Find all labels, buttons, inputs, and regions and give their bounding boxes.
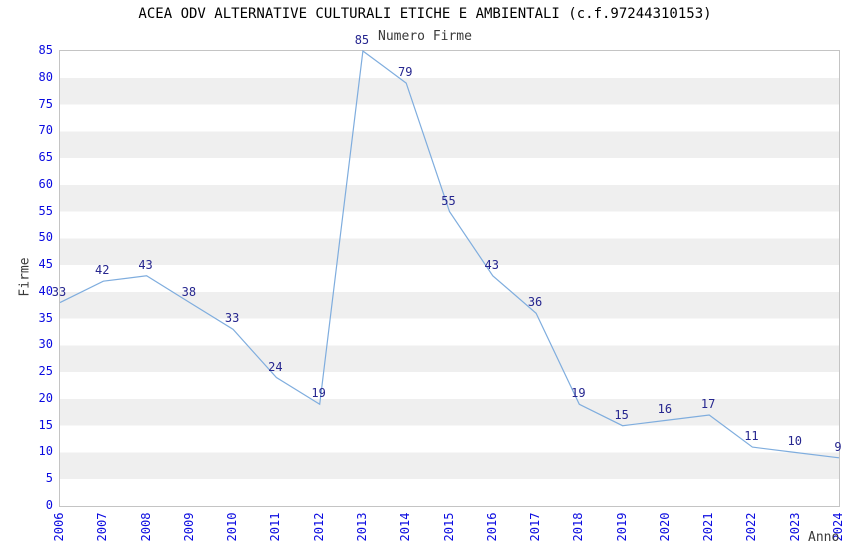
x-tick-label: 2010: [225, 512, 240, 542]
data-point-label: 42: [95, 263, 110, 278]
data-point-label: 9: [834, 439, 842, 454]
series-svg: [59, 49, 840, 459]
x-tick-label: 2011: [268, 512, 283, 542]
x-tick-label: 2012: [311, 512, 326, 542]
y-tick-label: 30: [38, 337, 53, 352]
data-point-label: 38: [181, 284, 197, 299]
data-point-label: 17: [700, 397, 716, 411]
chart-title: ACEA ODV ALTERNATIVE CULTURALI ETICHE E …: [138, 6, 712, 22]
x-axis-title: Anno: [808, 530, 840, 545]
x-tick-label: 2014: [398, 512, 413, 542]
data-point-label: 33: [224, 311, 240, 326]
x-tick-label: 2021: [701, 512, 716, 542]
data-point-label: 36: [527, 295, 543, 310]
y-tick-label: 25: [38, 364, 53, 379]
series-line: [59, 49, 840, 459]
y-tick-label: 80: [38, 69, 53, 84]
data-point-label: 15: [614, 407, 629, 422]
y-tick-label: 75: [38, 96, 53, 111]
y-tick-label: 35: [38, 310, 53, 325]
x-tick-label: 2006: [52, 512, 66, 542]
y-tick-label: 70: [38, 123, 53, 138]
plot-area: [59, 49, 840, 507]
chart-subtitle: Numero Firme: [378, 29, 472, 44]
data-point-label: 79: [397, 65, 413, 80]
data-point-label: 11: [744, 429, 759, 444]
data-point-label: 19: [571, 386, 586, 401]
data-point-label: 16: [657, 402, 673, 417]
data-point-label: 24: [268, 359, 283, 374]
x-tick-label: 2017: [528, 512, 543, 542]
y-tick-label: 45: [38, 257, 53, 272]
y-tick-label: 40: [38, 283, 53, 298]
y-axis-title: Firme: [17, 257, 33, 297]
x-tick-label: 2013: [354, 512, 369, 542]
x-tick-label: 2008: [138, 512, 153, 542]
data-point-label: 85: [354, 33, 370, 47]
data-point-label: 19: [311, 386, 326, 401]
data-point-label: 33: [51, 284, 67, 299]
y-tick-label: 65: [38, 150, 53, 165]
y-tick-label: 0: [45, 498, 53, 512]
y-tick-label: 55: [38, 203, 53, 218]
data-point-label: 43: [484, 257, 499, 272]
y-tick-label: 60: [38, 176, 53, 191]
x-tick-label: 2016: [484, 512, 499, 542]
y-tick-label: 50: [38, 230, 53, 245]
y-tick-label: 15: [38, 417, 53, 432]
x-tick-label: 2015: [441, 512, 456, 542]
x-tick-label: 2020: [657, 512, 672, 542]
x-tick-label: 2023: [787, 512, 802, 542]
x-tick-label: 2019: [614, 512, 629, 542]
data-point-label: 55: [441, 193, 456, 208]
x-tick-label: 2022: [744, 512, 759, 542]
x-tick-label: 2007: [95, 512, 110, 542]
x-tick-label: 2018: [571, 512, 586, 542]
y-tick-label: 85: [38, 43, 53, 57]
x-tick-label: 2009: [181, 512, 196, 542]
y-tick-label: 10: [38, 444, 53, 459]
data-point-label: 43: [138, 257, 153, 272]
y-tick-label: 20: [38, 390, 53, 405]
y-tick-label: 5: [45, 471, 53, 486]
data-point-label: 10: [787, 434, 802, 449]
